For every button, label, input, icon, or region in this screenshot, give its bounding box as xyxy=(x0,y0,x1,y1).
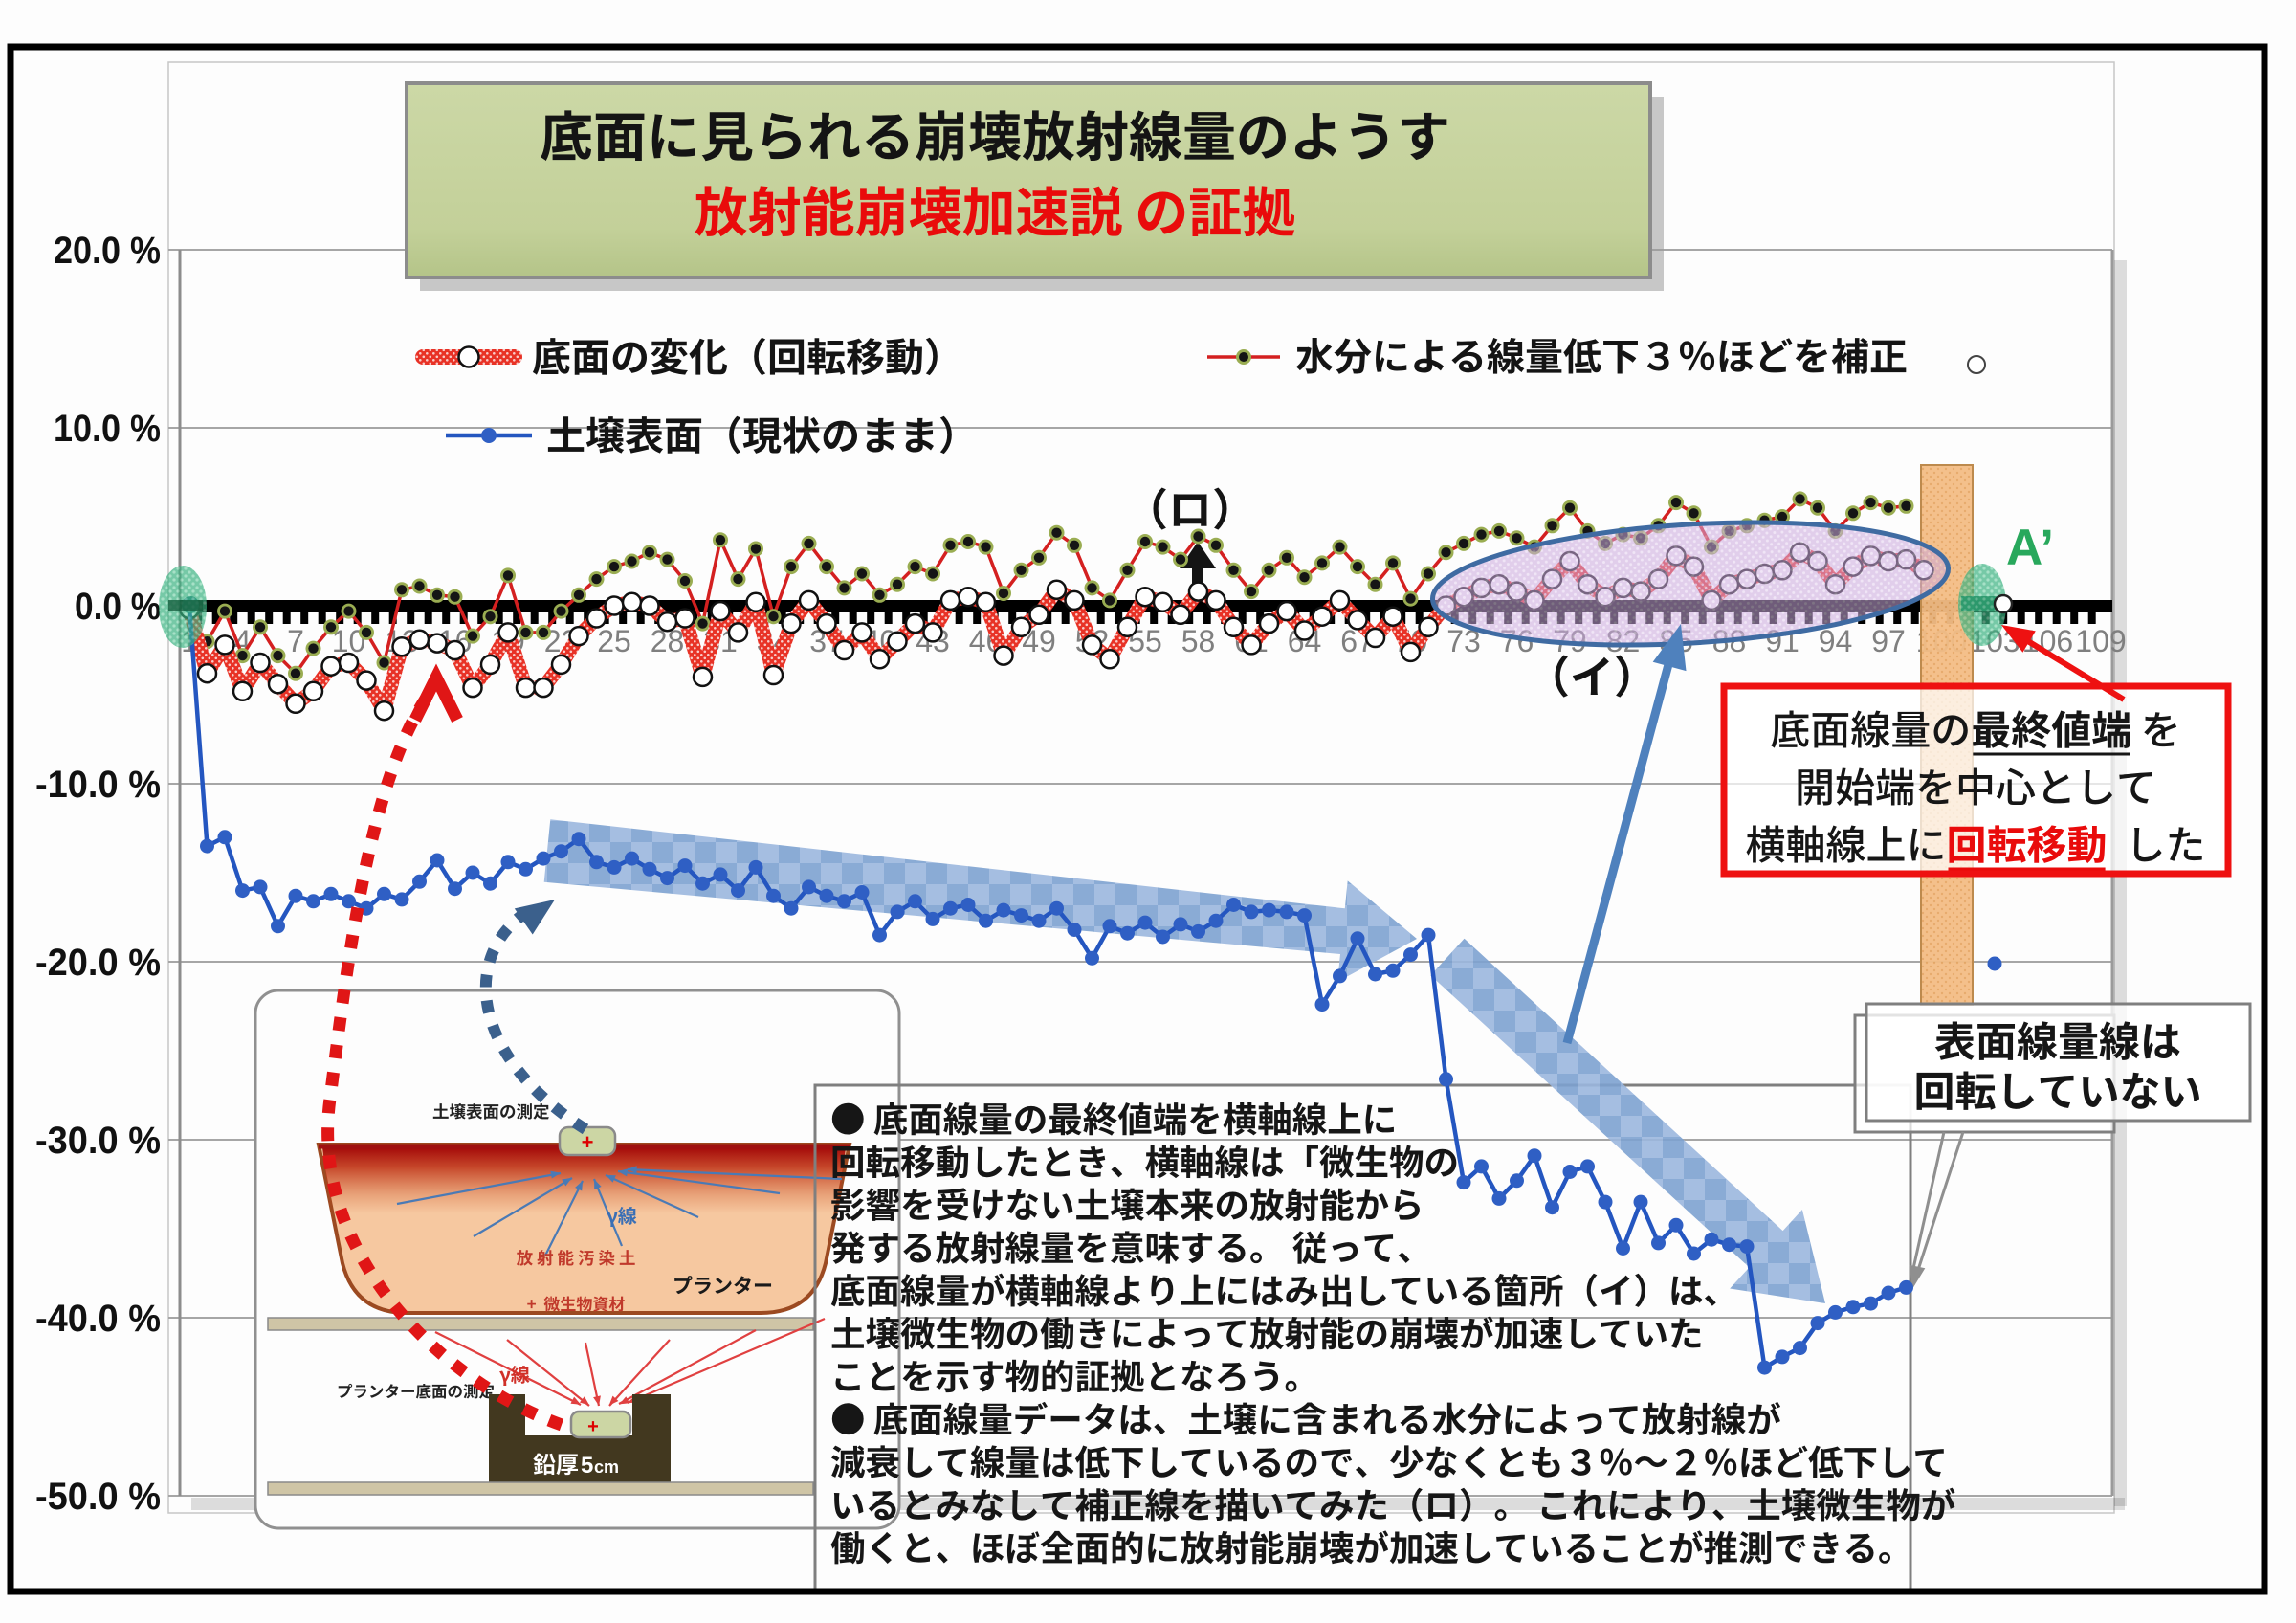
svg-text:94: 94 xyxy=(1819,624,1853,658)
svg-text:-40.0 %: -40.0 % xyxy=(35,1298,161,1340)
svg-text:+: + xyxy=(582,1130,594,1154)
svg-text:-50.0 %: -50.0 % xyxy=(35,1476,161,1518)
svg-text:25: 25 xyxy=(597,624,631,658)
svg-text:10.0 %: 10.0 % xyxy=(54,408,161,450)
svg-text:109: 109 xyxy=(2075,624,2126,658)
svg-text:7: 7 xyxy=(287,624,304,658)
svg-text:-20.0 %: -20.0 % xyxy=(35,942,161,984)
svg-text:A’: A’ xyxy=(2006,520,2054,576)
svg-text:cm: cm xyxy=(594,1457,619,1477)
svg-text:-30.0 %: -30.0 % xyxy=(35,1120,161,1162)
svg-text:5: 5 xyxy=(581,1453,593,1478)
svg-text:97: 97 xyxy=(1871,624,1906,658)
svg-text:0.0 %: 0.0 % xyxy=(75,586,161,628)
svg-text:58: 58 xyxy=(1181,624,1216,658)
svg-text:+: + xyxy=(587,1416,599,1437)
svg-text:20.0 %: 20.0 % xyxy=(54,230,161,272)
svg-text:-10.0 %: -10.0 % xyxy=(35,764,161,806)
